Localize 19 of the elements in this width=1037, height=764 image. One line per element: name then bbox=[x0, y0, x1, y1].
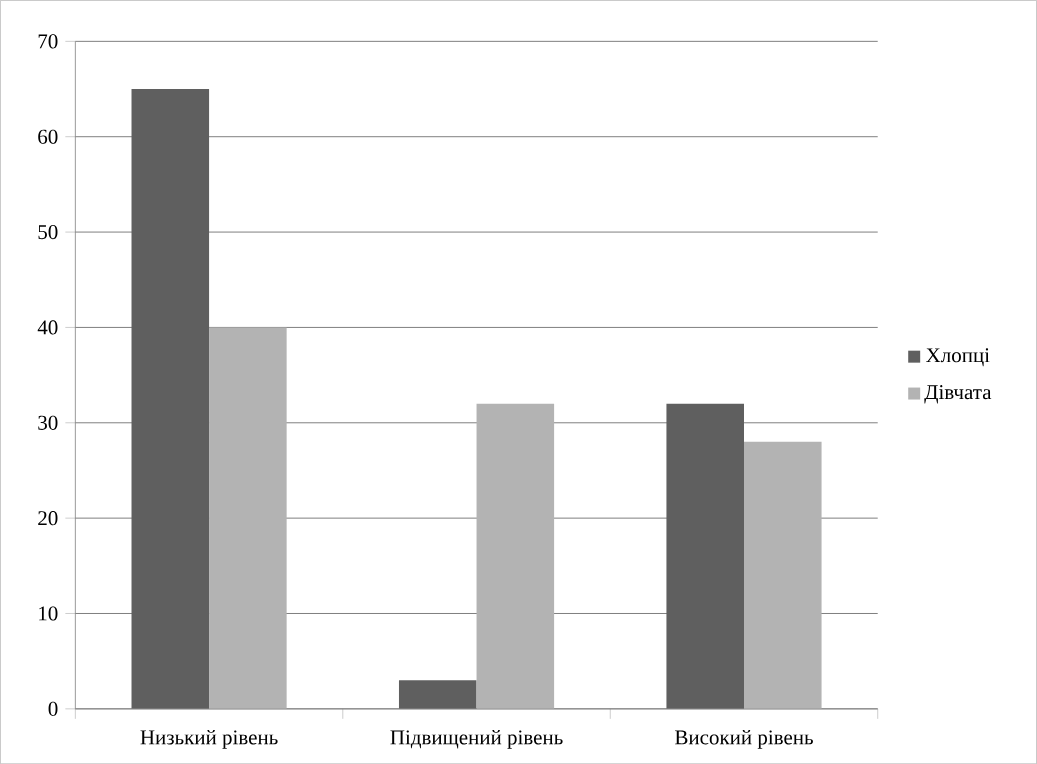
x-tick-label: Підвищений рівень bbox=[390, 729, 563, 749]
bar bbox=[476, 403, 555, 709]
y-tick-label: 40 bbox=[37, 320, 58, 335]
bar bbox=[666, 403, 744, 709]
bar bbox=[209, 327, 287, 709]
y-tick-label: 10 bbox=[39, 606, 58, 621]
y-tick-label: 70 bbox=[38, 34, 58, 49]
y-tick-label: 0 bbox=[48, 701, 58, 716]
legend-label: Хлопці bbox=[926, 348, 990, 367]
bar bbox=[398, 680, 477, 709]
bar bbox=[744, 441, 822, 709]
y-tick-label: 20 bbox=[38, 510, 58, 526]
x-tick-label: Низький рівень bbox=[140, 729, 278, 749]
legend-label: Дівчата bbox=[924, 385, 992, 404]
x-tick-label: Високий рівень bbox=[675, 729, 813, 749]
y-tick-label: 30 bbox=[38, 415, 58, 430]
y-tick-label: 50 bbox=[38, 224, 58, 240]
y-tick-label: 60 bbox=[38, 129, 58, 144]
bar bbox=[131, 88, 210, 709]
